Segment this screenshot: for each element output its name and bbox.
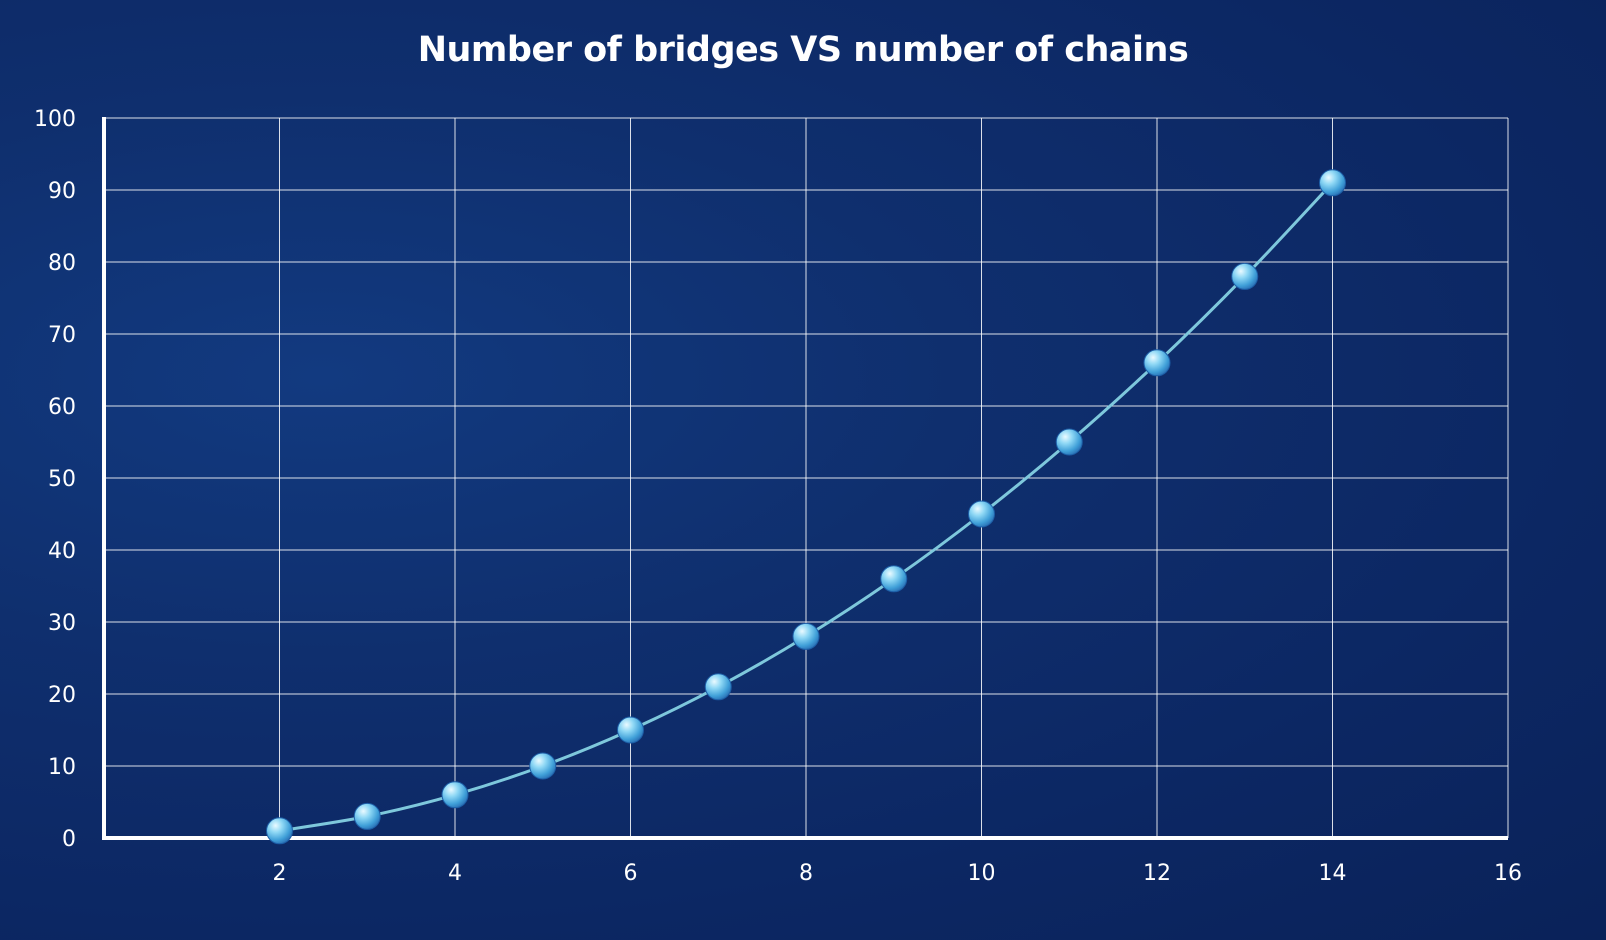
data-point — [1319, 169, 1346, 197]
y-tick-label: 0 — [62, 827, 76, 852]
y-tick-label: 90 — [48, 179, 76, 204]
x-tick-label: 8 — [799, 861, 813, 886]
x-tick-label: 6 — [624, 861, 638, 886]
data-point — [617, 716, 644, 744]
x-tick-label: 14 — [1319, 861, 1347, 886]
x-tick-label: 2 — [273, 861, 287, 886]
data-point — [529, 752, 557, 780]
grid-lines — [104, 117, 1509, 838]
y-tick-label: 50 — [48, 467, 76, 492]
data-point — [880, 565, 908, 593]
x-tick-label: 4 — [448, 861, 462, 886]
data-point — [1055, 428, 1083, 456]
y-tick-label: 10 — [48, 755, 76, 780]
x-tick-label: 16 — [1494, 861, 1522, 886]
data-point — [1231, 262, 1259, 290]
y-tick-label: 80 — [48, 251, 76, 276]
y-tick-label: 60 — [48, 395, 76, 420]
tick-labels: 0 10 20 30 40 50 60 70 80 90 100 2 4 6 8 10 12 14 16 — [34, 107, 1522, 886]
chart-title: Number of bridges VS number of chains — [417, 30, 1189, 70]
data-point — [704, 673, 732, 701]
y-tick-label: 30 — [48, 611, 76, 636]
y-tick-label: 40 — [48, 539, 76, 564]
data-point — [792, 622, 820, 650]
x-tick-label: 12 — [1143, 861, 1171, 886]
y-tick-label: 20 — [48, 683, 76, 708]
data-point — [353, 802, 381, 830]
x-tick-label: 10 — [968, 861, 996, 886]
data-points — [266, 169, 1346, 845]
y-tick-label: 100 — [34, 107, 76, 132]
data-point — [266, 817, 293, 845]
data-point — [1143, 349, 1171, 377]
y-tick-label: 70 — [48, 323, 76, 348]
axes — [102, 117, 1508, 840]
data-point — [968, 500, 995, 528]
data-point — [441, 781, 469, 809]
